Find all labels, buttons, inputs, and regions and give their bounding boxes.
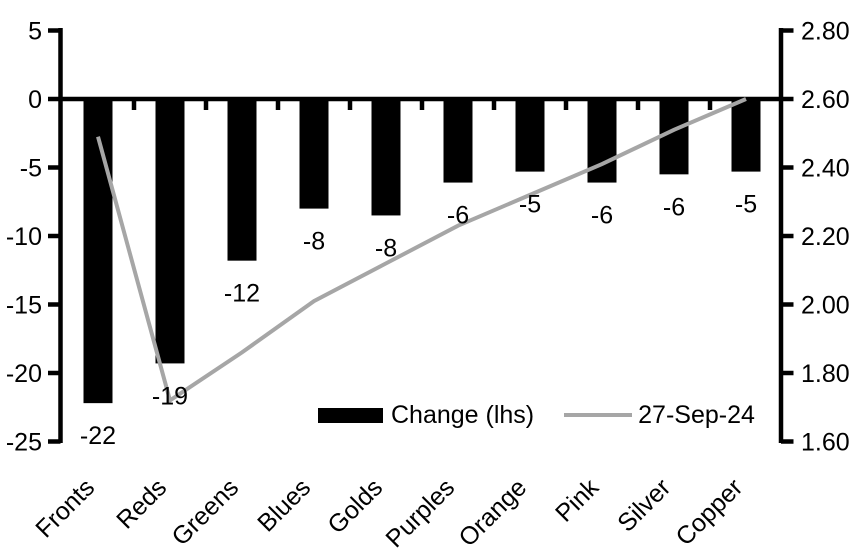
x-category-label: Pink (550, 473, 605, 528)
right-axis-tick-label: 2.80 (801, 18, 850, 46)
bar-data-label: -6 (591, 202, 613, 230)
bar-orange (515, 99, 545, 172)
left-axis-tick-label: -10 (6, 223, 42, 251)
legend-item-line-series: 27-Sep-24 (564, 401, 755, 429)
x-category-label: Fronts (30, 473, 100, 543)
bar-reds (155, 99, 185, 364)
chart-legend: Change (lhs) 27-Sep-24 (318, 401, 755, 429)
x-category-label: Copper (670, 473, 748, 550)
right-axis-tick-label: 2.60 (801, 86, 850, 114)
left-axis-tick-label: -25 (6, 429, 42, 457)
bar-data-label: -22 (80, 422, 116, 450)
left-axis-tick-label: 5 (28, 18, 42, 46)
right-axis-tick-label: 2.00 (801, 292, 850, 320)
legend-bar-swatch-icon (318, 407, 383, 423)
right-axis-tick-label: 1.60 (801, 429, 850, 457)
bar-data-label: -8 (303, 228, 325, 256)
legend-label-line-series: 27-Sep-24 (638, 401, 755, 429)
bar-silver (659, 99, 689, 175)
left-axis-tick-label: -5 (20, 155, 42, 183)
x-category-label: Orange (453, 473, 532, 550)
bar-data-label: -5 (519, 191, 541, 219)
bar-data-label: -8 (375, 234, 397, 262)
line-series-27-sep-24 (96, 97, 747, 404)
left-axis-tick-label: -15 (6, 292, 42, 320)
x-category-label: Purples (381, 473, 461, 550)
bar-data-label: -19 (152, 382, 188, 410)
x-category-label: Greens (166, 473, 244, 550)
bar-golds (371, 99, 401, 216)
bar-data-label: -6 (663, 193, 685, 221)
bar-fronts (83, 99, 113, 404)
x-category-label: Blues (252, 473, 316, 537)
bar-purples (443, 99, 473, 183)
bar-copper (731, 99, 761, 172)
x-category-label: Golds (322, 473, 388, 539)
right-axis-tick-label: 2.40 (801, 155, 850, 183)
legend-label-bar-series: Change (lhs) (391, 401, 535, 429)
right-axis-tick-label: 1.80 (801, 360, 850, 388)
bar-data-label: -6 (447, 202, 469, 230)
x-category-label: Reds (111, 473, 172, 534)
bar-data-label: -12 (224, 280, 260, 308)
bar-data-label: -5 (735, 191, 757, 219)
legend-item-bar-series: Change (lhs) (318, 401, 534, 429)
bar-greens (227, 99, 257, 261)
x-category-label: Silver (612, 473, 676, 537)
legend-line-swatch-icon (564, 413, 633, 417)
left-axis-tick-label: 0 (28, 86, 42, 114)
bar-blues (299, 99, 329, 209)
left-axis-tick-label: -20 (6, 360, 42, 388)
right-axis-tick-label: 2.20 (801, 223, 850, 251)
